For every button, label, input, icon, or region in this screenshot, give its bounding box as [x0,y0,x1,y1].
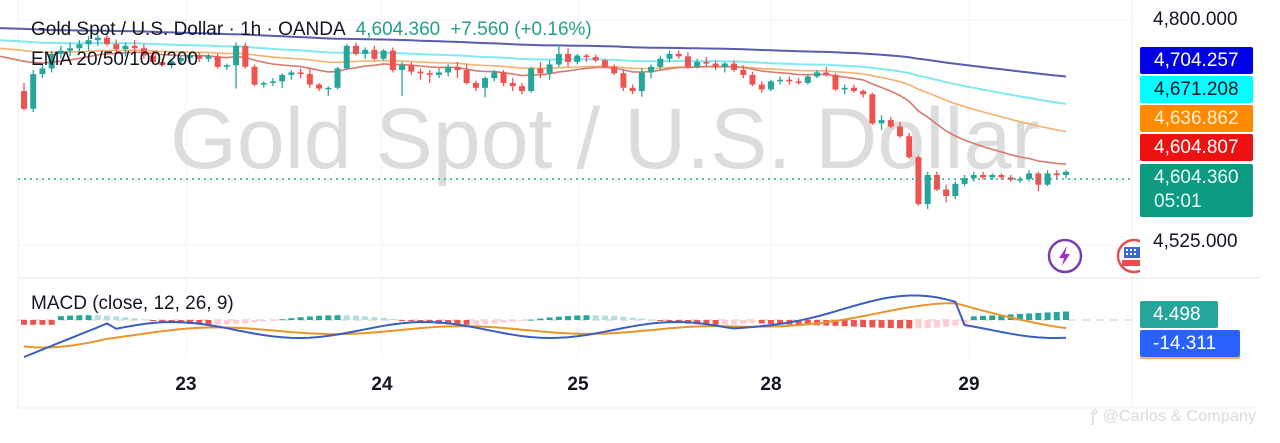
ema-200-line [0,27,1067,78]
watermark-text: @Carlos & Company [1102,408,1257,425]
bar-countdown: 05:01 [1154,191,1202,212]
ema-20-price-tag: 4,604.807 [1140,134,1253,161]
candlesticks [21,34,1069,209]
ema-50-price-tag: 4,636.862 [1140,105,1253,132]
macd-line [23,294,1067,358]
time-axis-label: 28 [760,374,782,395]
symbol-title: Gold Spot / U.S. Dollar · 1h · OANDA [31,19,346,40]
macd-legend[interactable]: MACD (close, 12, 26, 9) [31,293,234,314]
ema-100-line [0,39,1067,105]
macd-value-tag: -14.311 [1140,330,1240,357]
ema-legend[interactable]: EMA 20/50/100/200 [31,49,198,70]
last-price: 4,604.360 [355,19,441,40]
macd-histogram-tag: 4.498 [1140,301,1218,328]
price-axis-label: 4,525.000 [1153,231,1238,252]
watermark-logo-icon: ꝭ [1090,408,1103,425]
author-watermark: ꝭ @Carlos & Company [1090,404,1256,426]
symbol-legend[interactable]: Gold Spot / U.S. Dollar · 1h · OANDA 4,60… [31,19,592,41]
signal-tag-edge [1140,357,1240,359]
lightning-icon[interactable] [1047,238,1083,274]
us-flag-icon[interactable] [1114,238,1140,274]
ema-200-price-tag: 4,704.257 [1140,47,1253,74]
macd-signal-line [23,302,1067,349]
last-price-value: 4,604.360 [1154,167,1239,188]
time-axis-label: 24 [371,374,393,395]
time-axis-label: 29 [958,374,980,395]
time-axis-label: 23 [175,374,197,395]
ema-100-price-tag: 4,671.208 [1140,76,1253,103]
price-axis-label: 4,800.000 [1153,9,1238,30]
time-axis-label: 25 [567,374,589,395]
svg-text:Gold Spot / U.S. Dollar: Gold Spot / U.S. Dollar [170,91,1040,187]
price-change: +7.560 (+0.16%) [450,19,592,40]
last-price-tag: 4,604.360 05:01 [1140,164,1253,217]
